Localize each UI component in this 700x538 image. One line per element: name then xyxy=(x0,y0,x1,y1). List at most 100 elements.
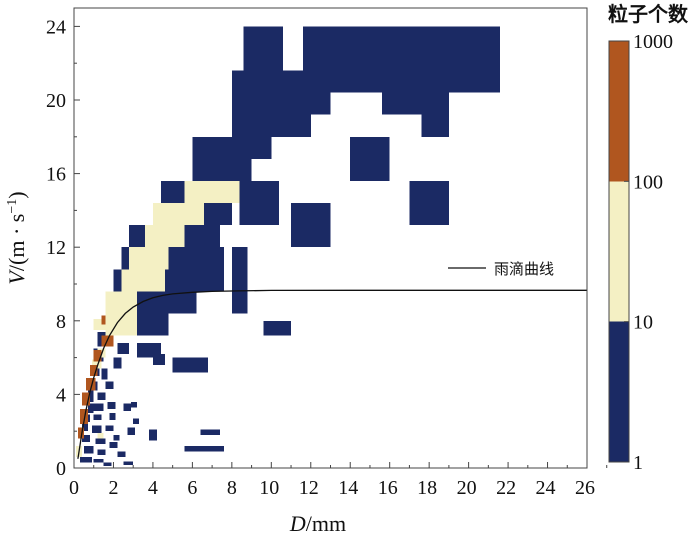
heatmap-cell xyxy=(95,438,106,445)
raindrop-curve xyxy=(77,289,587,459)
heatmap-cell xyxy=(101,368,108,380)
y-tick-label: 16 xyxy=(46,164,66,186)
heatmap-cell xyxy=(97,449,106,456)
x-axis-ticks: 0 2 4 6 8 10 12 14 16 18 20 22 24 26 xyxy=(69,462,608,499)
heatmap-cell xyxy=(93,318,106,330)
heatmap-cell xyxy=(93,403,104,411)
heatmap-cell xyxy=(137,313,169,336)
heatmap-cell xyxy=(85,377,96,391)
heatmap-cell xyxy=(127,427,136,435)
legend: 雨滴曲线 xyxy=(448,260,554,278)
heatmap-cell xyxy=(129,247,169,270)
x-axis-label: D/mm xyxy=(289,511,346,536)
legend-label: 雨滴曲线 xyxy=(494,260,554,278)
colorbar-frame xyxy=(608,40,630,463)
y-tick-label: 20 xyxy=(46,90,66,112)
heatmap-cell xyxy=(204,203,232,226)
y-tick-label: 12 xyxy=(46,237,66,259)
heatmap-cell xyxy=(164,203,205,226)
heatmap-cell xyxy=(192,158,252,181)
heatmap-cell xyxy=(350,158,390,181)
x-tick-label: 12 xyxy=(299,477,319,499)
heatmap-cell xyxy=(123,461,134,466)
x-tick-label: 8 xyxy=(227,477,237,499)
x-tick-label: 20 xyxy=(457,477,477,499)
heatmap-cell xyxy=(79,456,92,463)
heatmap-cell xyxy=(107,401,116,410)
y-tick-label: 0 xyxy=(56,458,66,480)
heatmap-cell xyxy=(184,445,224,452)
heatmap-cell xyxy=(89,364,98,376)
heatmap-cell xyxy=(121,269,165,292)
heatmap-cell xyxy=(93,458,104,463)
heatmap-cell xyxy=(239,180,280,204)
y-tick-label: 8 xyxy=(56,311,66,333)
colorbar-tick-label: 1000 xyxy=(633,31,673,53)
colorbar-title: 粒子个数 xyxy=(608,2,689,26)
x-tick-label: 4 xyxy=(148,477,158,499)
heatmap-cell xyxy=(97,433,104,439)
heatmap-cell xyxy=(231,92,331,115)
heatmap-cell xyxy=(239,203,280,226)
heatmap-cell xyxy=(91,359,102,369)
heatmap-cell xyxy=(137,291,197,314)
heatmap-cell xyxy=(93,350,102,362)
colorbar: 1 10 100 1000 xyxy=(608,31,673,474)
x-tick-label: 22 xyxy=(496,477,516,499)
heatmap-cell xyxy=(421,92,449,115)
heatmap-cell xyxy=(168,247,224,270)
heatmap-cell xyxy=(93,414,102,421)
heatmap-cell xyxy=(152,353,165,365)
heatmap-cell xyxy=(200,429,221,435)
heatmap-cell xyxy=(87,390,94,402)
heatmap-cell xyxy=(192,136,272,159)
heatmap-cell xyxy=(231,291,248,314)
raindrop-curve-layer xyxy=(77,289,587,459)
heatmap-cell xyxy=(105,425,114,432)
heatmap-cell xyxy=(409,180,449,204)
heatmap-cell xyxy=(79,409,88,424)
heatmap-cell xyxy=(81,392,90,406)
x-tick-label: 18 xyxy=(417,477,437,499)
heatmap-cell xyxy=(231,247,248,270)
colorbar-segment xyxy=(609,41,629,182)
y-axis-label: V/(m · s−1) xyxy=(4,191,29,284)
x-tick-label: 24 xyxy=(536,477,556,499)
heatmap-cell xyxy=(152,203,165,226)
colorbar-tick-label: 10 xyxy=(633,312,653,334)
y-tick-label: 24 xyxy=(46,16,66,38)
heatmap-cell xyxy=(87,403,94,413)
heatmap-cell xyxy=(105,313,138,336)
heatmap-cell xyxy=(243,26,284,49)
colorbar-tick-label: 1 xyxy=(633,452,643,474)
heatmap-cell xyxy=(109,442,118,448)
y-axis-ticks: 0 4 8 12 16 20 24 xyxy=(46,16,80,480)
x-tick-label: 2 xyxy=(108,477,118,499)
heatmap-cell xyxy=(81,423,88,432)
y-tick-label: 4 xyxy=(56,384,66,406)
heatmap-cell xyxy=(103,462,112,467)
heatmap-cell xyxy=(184,225,221,248)
heatmap-cell xyxy=(231,114,311,137)
heatmap-cell xyxy=(123,403,132,411)
heatmap-cell xyxy=(302,48,501,71)
heatmap-cells xyxy=(75,26,501,467)
heatmap-cell xyxy=(109,412,116,421)
heatmap-cell xyxy=(105,381,114,389)
heatmap-cell xyxy=(101,315,106,325)
x-tick-label: 26 xyxy=(575,477,595,499)
heatmap-cell xyxy=(113,357,122,369)
x-tick-label: 10 xyxy=(259,477,279,499)
heatmap-cell xyxy=(263,320,292,336)
heatmap-cell xyxy=(145,225,185,248)
colorbar-segment xyxy=(609,181,629,322)
x-tick-label: 16 xyxy=(378,477,398,499)
colorbar-tick-label: 100 xyxy=(633,171,663,193)
heatmap-cell xyxy=(113,434,120,441)
heatmap-cell xyxy=(212,429,221,435)
x-tick-label: 14 xyxy=(338,477,358,499)
x-tick-label: 6 xyxy=(187,477,197,499)
heatmap-cell xyxy=(421,114,449,137)
heatmap-cell xyxy=(184,180,193,204)
